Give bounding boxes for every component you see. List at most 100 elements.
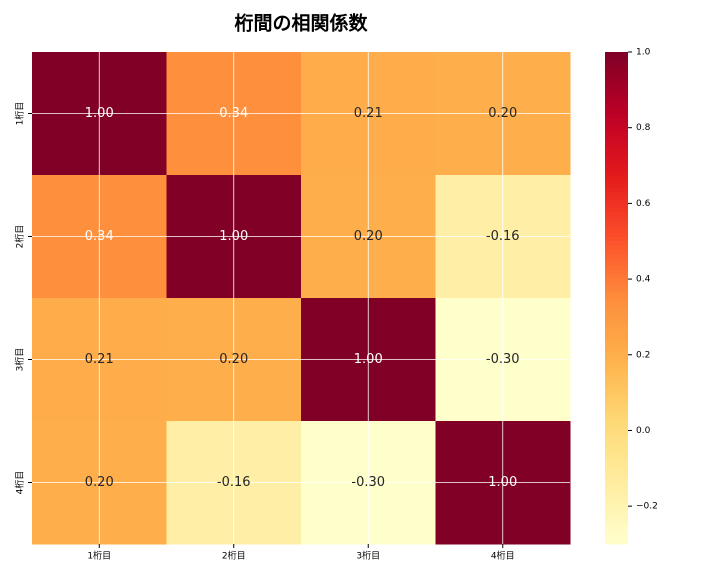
colorbar-segment [605, 396, 628, 401]
colorbar-segment [605, 138, 628, 143]
colorbar-segment [605, 375, 628, 381]
colorbar-segment [605, 363, 628, 369]
colorbar-segment [605, 384, 628, 389]
colorbar-segment [605, 449, 628, 455]
colorbar-tick-label: 0.0 [636, 426, 651, 436]
y-tick-label: 4桁目 [14, 471, 26, 495]
colorbar-segment [605, 273, 628, 278]
colorbar-segment [605, 113, 628, 119]
value-label: 0.20 [488, 106, 517, 121]
colorbar-segment [605, 404, 628, 410]
colorbar-segment [605, 388, 628, 393]
colorbar-tick-label: 0.2 [636, 350, 650, 360]
colorbar-segment [605, 162, 628, 168]
colorbar-segment [605, 453, 628, 459]
colorbar-segment [605, 101, 628, 106]
colorbar-segment [605, 334, 628, 340]
colorbar-segment [605, 191, 628, 196]
colorbar-segment [605, 511, 628, 516]
colorbar-segment [605, 64, 628, 69]
colorbar-segment [605, 515, 628, 520]
colorbar-segment [605, 355, 628, 360]
colorbar-segment [605, 478, 628, 483]
colorbar-segment [605, 84, 628, 90]
colorbar-tick-label: 1.0 [636, 48, 651, 58]
colorbar-segment [605, 474, 628, 479]
colorbar-segment [605, 228, 628, 233]
colorbar-segment [605, 261, 628, 266]
value-label: -0.16 [486, 229, 520, 244]
colorbar-segment [605, 380, 628, 385]
colorbar-segment [605, 429, 628, 434]
colorbar-segment [605, 244, 628, 250]
colorbar-segment [605, 134, 628, 139]
colorbar-segment [605, 289, 628, 295]
colorbar-segment [605, 56, 628, 61]
colorbar-segment [605, 523, 628, 529]
value-label: 1.00 [488, 475, 517, 490]
value-label: -0.16 [217, 475, 251, 490]
colorbar-segment [605, 72, 628, 78]
colorbar-segment [605, 207, 628, 213]
colorbar-segment [605, 60, 628, 65]
colorbar-segment [605, 232, 628, 237]
colorbar-segment [605, 498, 628, 504]
y-tick-label: 1桁目 [14, 102, 26, 126]
colorbar-segment [605, 412, 628, 418]
colorbar-segment [605, 343, 628, 348]
colorbar-segment [605, 339, 628, 344]
value-label: 1.00 [219, 229, 248, 244]
x-tick-label: 2桁目 [222, 550, 246, 562]
chart-title: 桁間の相関係数 [234, 12, 368, 35]
colorbar-segment [605, 97, 628, 102]
colorbar-segment [605, 211, 628, 217]
colorbar-segment [605, 302, 628, 307]
colorbar-segment [605, 408, 628, 414]
colorbar-segment [605, 466, 628, 471]
colorbar-segment [605, 330, 628, 336]
colorbar-segment [605, 265, 628, 270]
colorbar-segment [605, 121, 628, 127]
y-tick-label: 3桁目 [14, 348, 26, 372]
colorbar-segment [605, 322, 628, 328]
colorbar-segment [605, 68, 628, 73]
colorbar-segment [605, 252, 628, 258]
colorbar-segment [605, 195, 628, 201]
x-tick-label: 4桁目 [491, 550, 515, 562]
x-tick-label: 1桁目 [87, 550, 111, 562]
colorbar-segment [605, 129, 628, 135]
colorbar-segment [605, 117, 628, 123]
colorbar-tick-label: −0.2 [636, 502, 658, 512]
value-label: 1.00 [85, 106, 114, 121]
x-tick-label: 3桁目 [356, 550, 380, 562]
colorbar-segment [605, 88, 628, 94]
colorbar-segment [605, 503, 628, 508]
colorbar-segment [605, 326, 628, 332]
colorbar-segment [605, 105, 628, 110]
colorbar-segment [605, 236, 628, 242]
colorbar-segment [605, 437, 628, 442]
colorbar-segment [605, 293, 628, 299]
colorbar-segment [605, 93, 628, 98]
colorbar-segment [605, 281, 628, 287]
colorbar-tick-label: 0.4 [636, 275, 651, 285]
colorbar-segment [605, 421, 628, 426]
value-label: 0.20 [354, 229, 383, 244]
colorbar-segment [605, 154, 628, 160]
colorbar-segment [605, 269, 628, 274]
colorbar-segment [605, 486, 628, 492]
colorbar-segment [605, 318, 628, 324]
value-label: 0.20 [85, 475, 114, 490]
colorbar-segment [605, 248, 628, 254]
value-label: -0.30 [351, 475, 385, 490]
colorbar-segment [605, 158, 628, 164]
colorbar-segment [605, 142, 628, 147]
colorbar-segment [605, 76, 628, 82]
colorbar-segment [605, 298, 628, 303]
colorbar-segment [605, 527, 628, 533]
colorbar-segment [605, 457, 628, 463]
colorbar-segment [605, 539, 628, 545]
colorbar-segment [605, 470, 628, 475]
colorbar-segment [605, 490, 628, 496]
